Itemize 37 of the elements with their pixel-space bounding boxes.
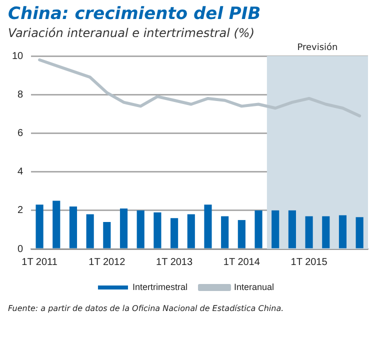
bar bbox=[103, 222, 111, 248]
legend-label: Interanual bbox=[234, 282, 274, 292]
source-note: Fuente: a partir de datos de la Oficina Nacional de Estadística China. bbox=[8, 304, 285, 313]
text: Previsión bbox=[297, 42, 338, 53]
y-tick-label: 0 bbox=[18, 244, 24, 255]
y-tick-label: 6 bbox=[18, 128, 24, 139]
y-tick-label: 10 bbox=[12, 50, 24, 62]
y-tick-label: 8 bbox=[18, 89, 24, 100]
bar bbox=[288, 210, 296, 248]
bar bbox=[322, 216, 330, 248]
bar bbox=[204, 204, 212, 248]
x-tick-label: 1T 2014 bbox=[223, 256, 260, 268]
x-tick-label: 1T 2012 bbox=[88, 256, 126, 268]
bar bbox=[187, 214, 195, 248]
bar bbox=[120, 208, 128, 248]
chart-title: China: crecimiento del PIB bbox=[8, 4, 262, 24]
bar bbox=[272, 210, 280, 248]
x-tick-label: 1T 2015 bbox=[290, 256, 328, 268]
bar bbox=[356, 217, 364, 248]
bar bbox=[238, 220, 246, 248]
bar bbox=[86, 214, 94, 248]
bar bbox=[69, 206, 78, 248]
bar bbox=[136, 210, 144, 248]
y-tick-label: 2 bbox=[18, 205, 24, 216]
chart-subtitle: Variación interanual e intertrimestral (%) bbox=[8, 26, 256, 40]
x-tick-label: 1T 2013 bbox=[156, 256, 193, 268]
x-tick-label: 1T 2011 bbox=[22, 256, 58, 268]
y-tick-label: 4 bbox=[18, 166, 24, 178]
bar bbox=[154, 212, 162, 248]
bar bbox=[305, 216, 313, 248]
bar bbox=[221, 216, 229, 248]
bar bbox=[254, 210, 262, 248]
legend-label: Intertrimestral bbox=[132, 282, 188, 292]
bar bbox=[36, 204, 44, 248]
bar bbox=[338, 215, 347, 248]
bar bbox=[52, 200, 60, 248]
bar bbox=[170, 218, 178, 248]
